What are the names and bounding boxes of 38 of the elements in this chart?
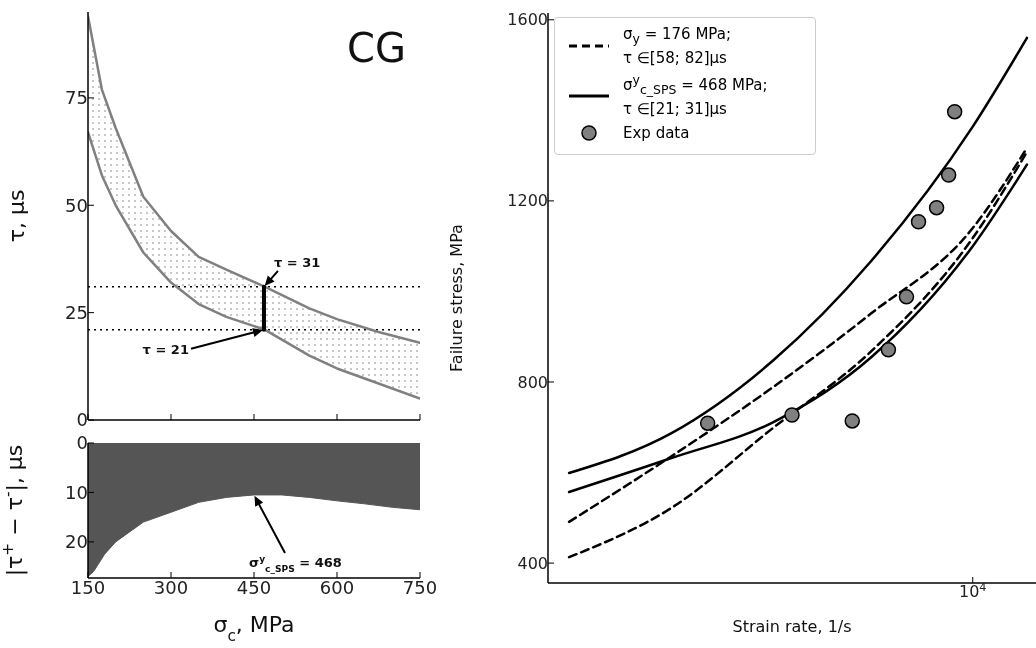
annotation: σ$^{y}$$_{c_SPS}$ = 468 bbox=[249, 553, 342, 574]
point bbox=[784, 407, 800, 423]
point bbox=[940, 167, 957, 183]
point bbox=[910, 213, 927, 230]
x-tick-label: 150 bbox=[70, 577, 106, 598]
x-tick-label: 600 bbox=[319, 577, 355, 598]
y-tick-label: 0 bbox=[76, 432, 88, 454]
point bbox=[898, 289, 915, 305]
y-tick-label: 20 bbox=[65, 531, 88, 553]
annotation: τ = 21 bbox=[142, 341, 189, 357]
line-series bbox=[88, 15, 420, 344]
y-tick-label: 400 bbox=[517, 553, 548, 573]
point bbox=[946, 103, 963, 120]
y-tick-label: 50 bbox=[65, 194, 88, 216]
point bbox=[844, 413, 860, 429]
annotation: CG bbox=[347, 25, 406, 71]
x-tick-label: 10$^{4}$ bbox=[959, 580, 987, 601]
y-tick-label: 1600 bbox=[507, 10, 548, 30]
x-axis-title: Strain rate, 1/s bbox=[732, 617, 852, 636]
annotation: τ = 31 bbox=[273, 254, 321, 270]
y-tick-label: 75 bbox=[65, 87, 88, 109]
y-tick-label: 0 bbox=[76, 409, 88, 431]
point bbox=[699, 415, 716, 431]
line-series bbox=[88, 131, 420, 400]
y-tick-label: 800 bbox=[517, 372, 548, 392]
x-axis-title: σ$_{c}$, MPa bbox=[213, 612, 295, 645]
y-tick-label: 1200 bbox=[507, 191, 548, 211]
legend-label: Exp data bbox=[623, 123, 690, 144]
point bbox=[928, 199, 945, 216]
point bbox=[880, 342, 897, 358]
x-tick-label: 750 bbox=[402, 577, 438, 598]
y-axis-title: τ, μs bbox=[4, 189, 29, 243]
x-tick-label: 300 bbox=[153, 577, 189, 598]
x-tick-label: 450 bbox=[236, 577, 272, 598]
y-axis-title: Failure stress, MPa bbox=[447, 224, 466, 372]
y-tick-label: 10 bbox=[65, 481, 88, 503]
y-tick-label: 25 bbox=[65, 301, 88, 323]
legend-label: σ$^{y}$$_{c_SPS}$ = 468 MPa; τ ∈[21; 31]μs bbox=[623, 72, 768, 120]
